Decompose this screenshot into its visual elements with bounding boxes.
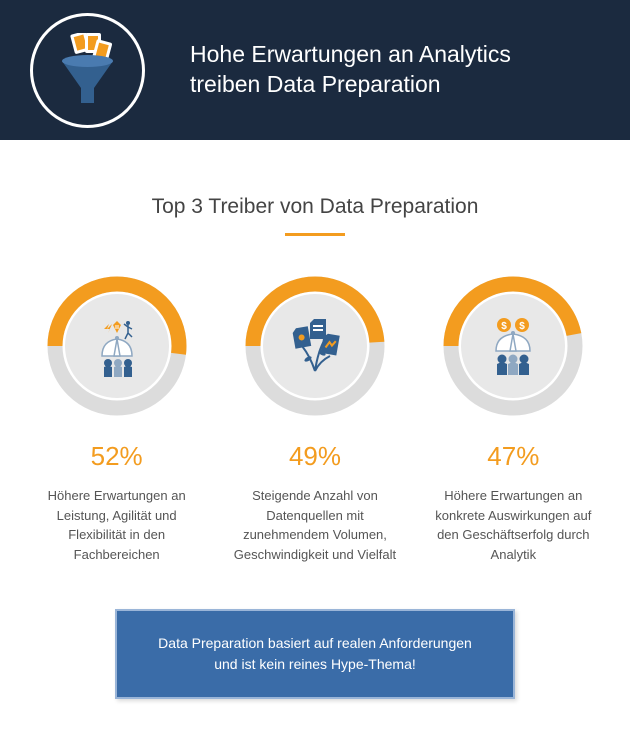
driver-icon (65, 294, 169, 398)
drivers-row: 52% Höhere Erwartungen an Leistung, Agil… (0, 236, 630, 564)
driver-item: 52% Höhere Erwartungen an Leistung, Agil… (32, 276, 202, 564)
driver-description: Höhere Erwartungen an Leistung, Agilität… (32, 486, 202, 564)
driver-item: 49% Steigende Anzahl von Datenquellen mi… (230, 276, 400, 564)
svg-text:$: $ (520, 321, 526, 332)
donut-chart (47, 276, 187, 416)
header-title-line1: Hohe Erwartungen an Analytics (190, 40, 511, 70)
callout-box: Data Preparation basiert auf realen Anfo… (115, 609, 515, 699)
driver-percent: 52% (32, 441, 202, 472)
driver-icon (263, 294, 367, 398)
driver-item: $ $ 47% Höhere Erwartungen an konkrete A… (428, 276, 598, 564)
driver-percent: 47% (428, 441, 598, 472)
header-title: Hohe Erwartungen an Analytics treiben Da… (190, 40, 511, 100)
donut-chart: $ $ (443, 276, 583, 416)
driver-description: Höhere Erwartungen an konkrete Auswirkun… (428, 486, 598, 564)
section-title: Top 3 Treiber von Data Preparation (0, 195, 630, 219)
callout-text: Data Preparation basiert auf realen Anfo… (158, 635, 472, 672)
driver-description: Steigende Anzahl von Datenquellen mit zu… (230, 486, 400, 564)
svg-text:$: $ (502, 321, 508, 332)
donut-chart (245, 276, 385, 416)
header-title-line2: treiben Data Preparation (190, 70, 511, 100)
funnel-icon (30, 13, 145, 128)
header-banner: Hohe Erwartungen an Analytics treiben Da… (0, 0, 630, 140)
driver-icon: $ $ (461, 294, 565, 398)
driver-percent: 49% (230, 441, 400, 472)
